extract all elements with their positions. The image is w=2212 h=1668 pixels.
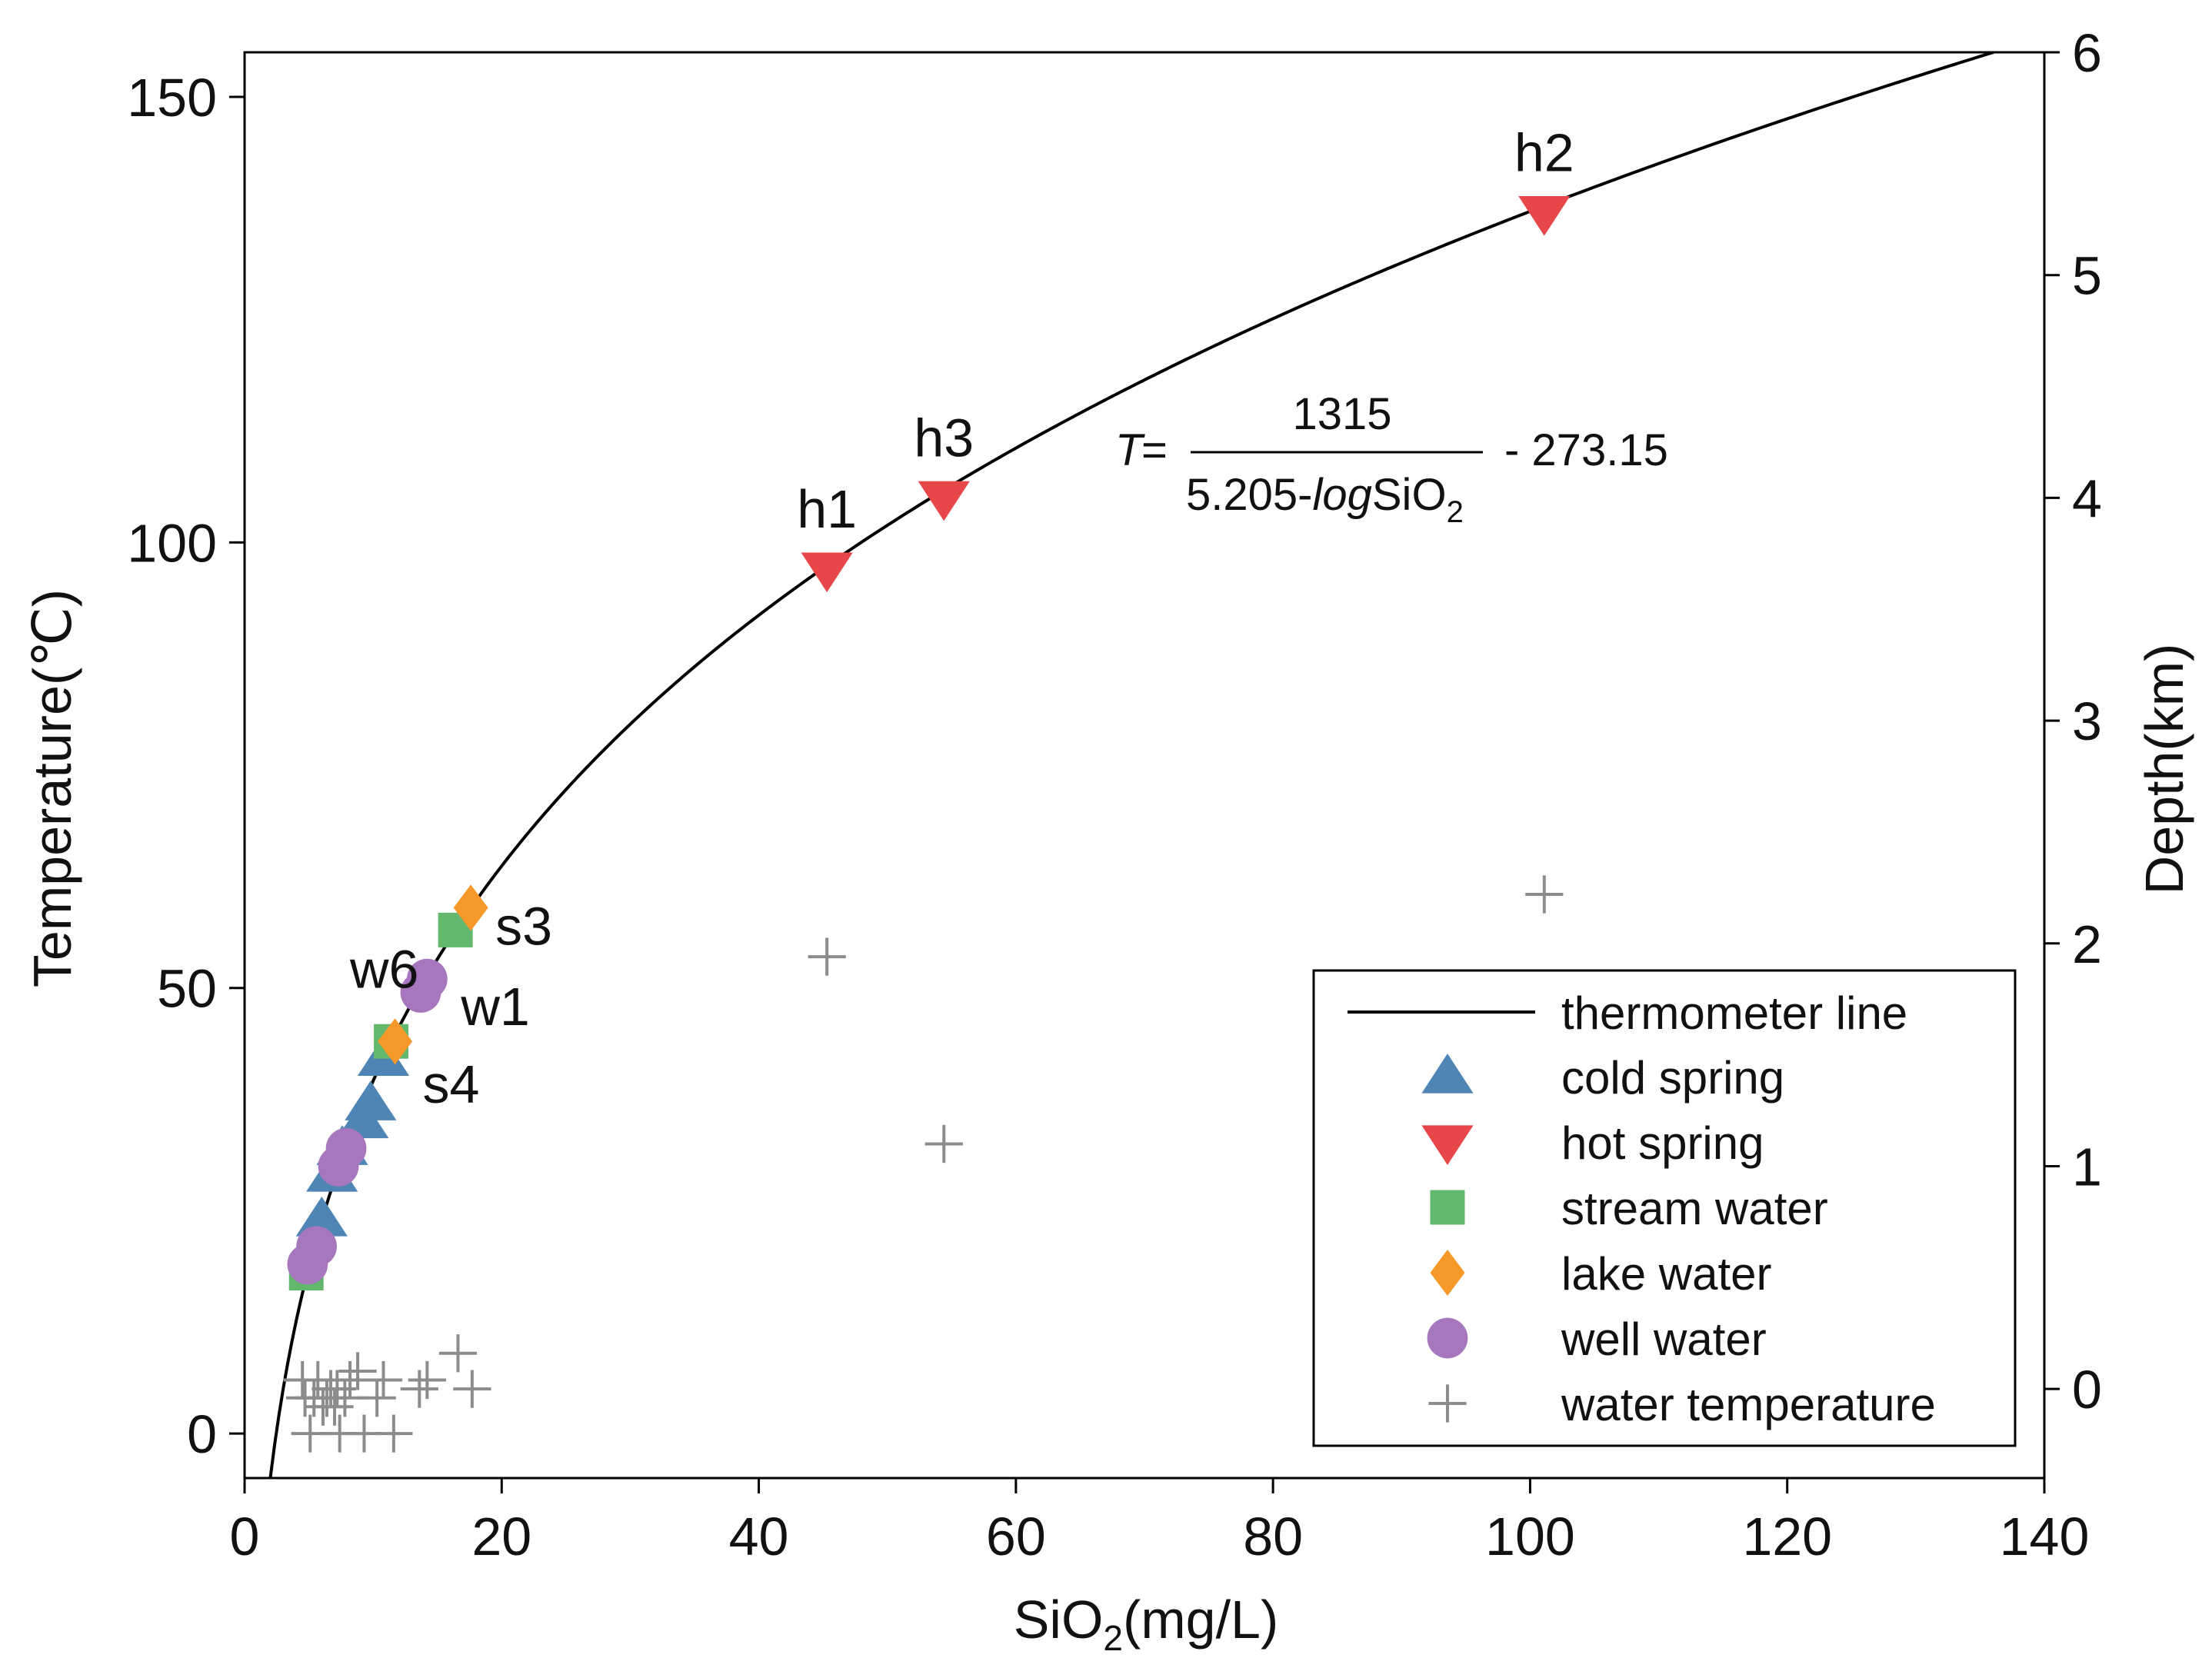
plot-area-frame: [243, 51, 2046, 1480]
water-temperature-point: [315, 1387, 354, 1426]
x-tick-label: 100: [1485, 1507, 1575, 1566]
water-temperature-point: [400, 1370, 438, 1408]
x-tick-label: 120: [1742, 1507, 1832, 1566]
legend-swatch-hot-spring: [1421, 1125, 1474, 1165]
point-labels-layer: h1 h3 h2 s3 w6 w1 s4: [349, 123, 1574, 1115]
formula-numerator: 1315: [1292, 389, 1391, 439]
x-tick-label: 60: [986, 1507, 1046, 1566]
water-temperature-point: [924, 1124, 963, 1164]
water-temperature-point: [338, 1352, 377, 1390]
legend-swatch-lake-water: [1430, 1250, 1465, 1296]
y2-tick-label: 2: [2072, 914, 2102, 974]
legend-label-water-temperature: water temperature: [1561, 1379, 1936, 1430]
formula-denominator: 5.205-logSiO2: [1186, 470, 1464, 529]
water-temperature-point: [364, 1360, 403, 1400]
water-temperature-point: [808, 937, 846, 976]
y2-tick-label: 1: [2072, 1137, 2102, 1197]
water-temperature-point: [453, 1370, 491, 1408]
x-axis-title-subscript: 2: [1103, 1618, 1123, 1658]
water-temperature-point: [375, 1414, 413, 1453]
y-axis-right: 0 1 2 3 4 5 6: [2044, 23, 2102, 1420]
x-tick-label: 40: [729, 1507, 789, 1566]
legend-label-hot-spring: hot spring: [1561, 1117, 1764, 1169]
y2-tick-label: 6: [2072, 23, 2102, 83]
legend-label-thermometer-line: thermometer line: [1561, 987, 1907, 1039]
formula-annotation: T = 1315 5.205-logSiO2 - 273.15: [1115, 389, 1668, 529]
y2-tick-label: 5: [2072, 246, 2102, 306]
hot-spring-point: [801, 552, 853, 593]
formula-tail: - 273.15: [1504, 425, 1668, 475]
water-temperature-point: [1525, 875, 1564, 914]
well-water-point: [406, 958, 448, 1000]
legend: thermometer line cold spring hot spring st…: [1312, 969, 2017, 1447]
point-label-h1: h1: [797, 479, 857, 539]
point-label-s4: s4: [423, 1054, 480, 1114]
x-tick-label: 80: [1243, 1507, 1303, 1566]
formula-lhs: T: [1115, 425, 1145, 475]
x-axis: 0 20 40 60 80 100 120 140: [230, 1478, 2090, 1566]
lake-water-point: [453, 884, 488, 931]
y-tick-label: 150: [127, 68, 217, 128]
legend-label-lake-water: lake water: [1561, 1248, 1771, 1300]
legend-swatch-cold-spring: [1421, 1054, 1474, 1094]
y2-tick-label: 4: [2072, 468, 2102, 528]
legend-swatch-stream-water: [1430, 1190, 1465, 1225]
hot-spring-point: [918, 481, 970, 521]
formula-denominator-log: log: [1312, 470, 1371, 520]
point-label-w1: w1: [460, 977, 529, 1037]
x-axis-title-unit: (mg/L): [1123, 1590, 1278, 1650]
water-temperature-point: [438, 1334, 478, 1373]
y-tick-label: 0: [187, 1404, 217, 1464]
formula-equals: =: [1141, 425, 1168, 475]
well-water-point: [296, 1226, 337, 1267]
cold-spring-point: [345, 1080, 397, 1120]
y2-tick-label: 3: [2072, 691, 2102, 751]
y-axis-title: Temperature(℃): [22, 589, 82, 987]
legend-entries: cold spring hot spring stream water lake wa…: [1421, 1052, 1936, 1430]
hot-spring-point: [1518, 195, 1571, 236]
formula-denominator-subscript: 2: [1447, 495, 1464, 529]
water-temperature-point: [325, 1379, 364, 1417]
y-tick-label: 50: [157, 959, 217, 1019]
legend-label-stream-water: stream water: [1561, 1183, 1828, 1234]
point-label-s3: s3: [495, 896, 552, 956]
x-axis-title-main: SiO: [1014, 1590, 1104, 1650]
x-axis-title: SiO2(mg/L): [1014, 1590, 1279, 1658]
formula-denominator-prefix: 5.205-: [1186, 470, 1312, 520]
lake-water-point: [378, 1018, 413, 1065]
y2-axis-title: Depth(km): [2134, 644, 2194, 895]
y-tick-label: 100: [127, 513, 217, 573]
formula-denominator-sio: SiO: [1372, 470, 1447, 520]
thermometer-curve-layer: [268, 52, 1999, 1478]
water-temperature-point: [408, 1360, 446, 1400]
thermometer-line: [268, 52, 1999, 1478]
cold-spring-point: [295, 1196, 348, 1237]
point-label-h3: h3: [914, 408, 974, 468]
legend-label-well-water: well water: [1561, 1313, 1767, 1365]
legend-swatch-well-water: [1427, 1317, 1468, 1359]
legend-label-cold-spring: cold spring: [1561, 1052, 1784, 1104]
x-tick-label: 20: [471, 1507, 531, 1566]
point-label-w6: w6: [349, 939, 418, 999]
point-label-h2: h2: [1514, 123, 1574, 183]
y2-tick-label: 0: [2072, 1360, 2102, 1420]
legend-swatch-water-temperature: [1428, 1384, 1467, 1423]
x-tick-label: 140: [2000, 1507, 2090, 1566]
data-points-layer: [283, 195, 1571, 1453]
x-tick-label: 0: [230, 1507, 260, 1566]
water-temperature-point: [358, 1379, 396, 1417]
water-temperature-point: [331, 1360, 369, 1400]
well-water-point: [325, 1127, 367, 1169]
y-axis-left: 0 50 100 150: [127, 68, 245, 1464]
